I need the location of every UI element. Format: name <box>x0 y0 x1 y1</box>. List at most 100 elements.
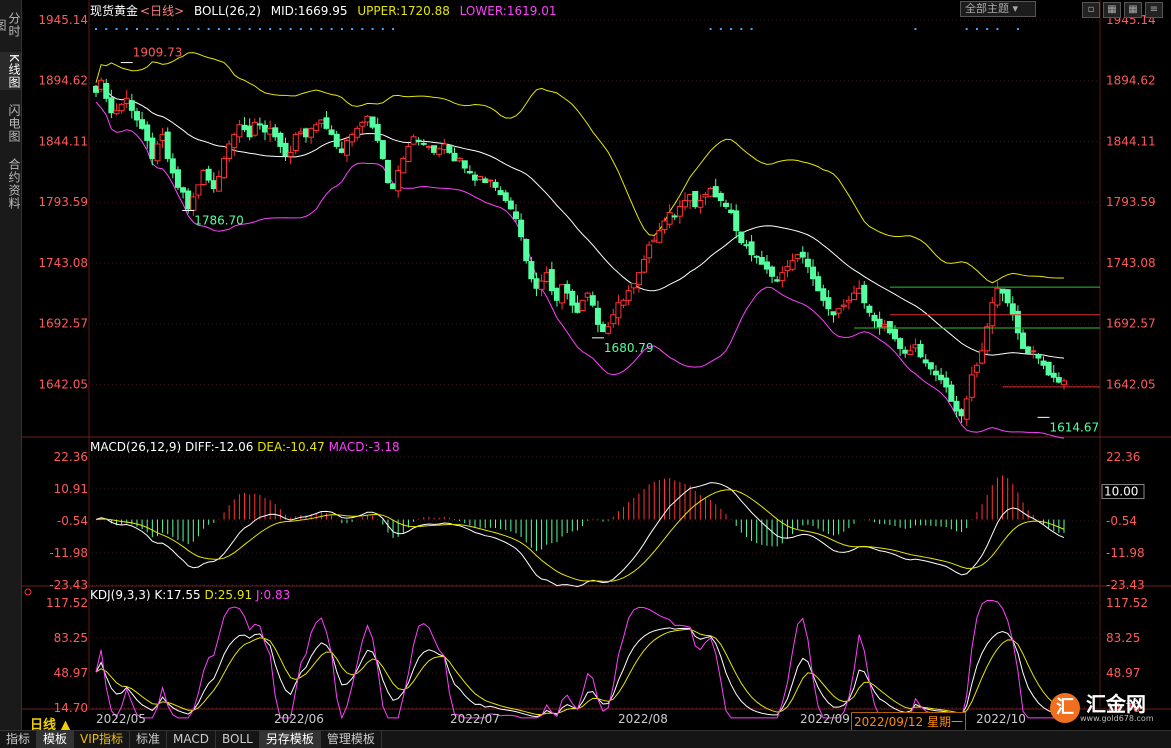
candle-body <box>359 121 366 127</box>
cursor-date-label: 2022/09/12 星期一 <box>851 712 966 731</box>
price-tick-right-6: 1642.05 <box>1106 377 1156 391</box>
candle-body <box>594 307 601 325</box>
candle-body <box>154 143 161 162</box>
candle-body <box>984 326 991 352</box>
candle-body <box>881 323 888 328</box>
candle-body <box>891 329 898 340</box>
signal-dot <box>730 28 733 30</box>
bottom-tab-4[interactable]: MACD <box>167 731 217 748</box>
candle-body <box>912 344 919 349</box>
candle-body <box>687 194 694 202</box>
signal-dot <box>320 28 323 30</box>
kdj-tick-right-0: 117.52 <box>1106 596 1148 610</box>
candle-body <box>656 230 663 243</box>
candle-body <box>753 255 760 258</box>
candle-body <box>902 349 909 354</box>
candle-body <box>927 362 934 370</box>
nav-tab-timeshare[interactable]: 分时图 <box>0 12 21 38</box>
period-selector[interactable]: 日线 ▲ <box>30 718 71 733</box>
candle-body <box>861 284 868 304</box>
nav-tab-flash[interactable]: 闪电图 <box>7 103 21 143</box>
signal-dot <box>361 28 364 30</box>
nav-tab-contract[interactable]: 合约资料 <box>7 158 21 210</box>
candle-body <box>804 258 811 268</box>
signal-dot <box>965 28 968 30</box>
candle-body <box>420 142 427 145</box>
theme-select[interactable]: 全部主题 ▾ <box>960 1 1036 17</box>
candle-body <box>999 288 1006 294</box>
bottom-tab-6[interactable]: 另存模板 <box>259 731 321 748</box>
candle-body <box>738 231 745 244</box>
candle-body <box>318 119 325 124</box>
kdj-tick-right-3: 14.70 <box>1106 701 1140 715</box>
candle-body <box>210 180 217 190</box>
candle-body <box>395 169 402 192</box>
candle-body <box>262 124 269 133</box>
signal-dot <box>740 28 743 30</box>
candle-body <box>538 280 545 290</box>
candle-body <box>497 190 504 196</box>
candle-body <box>384 159 391 183</box>
bottom-tab-5[interactable]: BOLL <box>216 731 260 748</box>
candle-body <box>733 210 740 232</box>
boll-lower: LOWER:1619.01 <box>459 4 557 18</box>
candle-body <box>221 157 228 179</box>
candle-body <box>169 158 176 174</box>
candle-body <box>559 284 566 304</box>
candle-body <box>185 190 192 210</box>
candle-body <box>123 97 130 104</box>
kdj-tick-left-1: 83.25 <box>54 631 88 645</box>
candle-body <box>907 350 914 355</box>
macd-diff-line <box>95 482 1065 588</box>
candle-body <box>215 175 222 192</box>
candle-body <box>932 370 939 376</box>
kdj-name: KDJ(9,3,3) <box>90 588 151 602</box>
candle-body <box>722 202 729 208</box>
candle-body <box>630 282 637 289</box>
candle-body <box>349 133 356 143</box>
restore-button[interactable]: ▫ <box>1082 2 1100 18</box>
candle-body <box>994 287 1001 306</box>
candle-body <box>758 257 765 265</box>
candle-body <box>272 127 279 138</box>
grid-button-2[interactable]: ▦ <box>1124 2 1142 18</box>
candle-body <box>236 124 243 138</box>
grid-button[interactable]: ▦ <box>1103 2 1121 18</box>
candle-body <box>917 343 924 358</box>
candle-body <box>1009 303 1016 316</box>
signal-dot <box>156 28 159 30</box>
bottom-tab-0[interactable]: 指标 <box>0 731 38 748</box>
list-button[interactable]: ≡ <box>1145 2 1163 18</box>
candle-body <box>676 206 683 217</box>
signal-dot <box>709 28 712 30</box>
candle-body <box>425 145 432 148</box>
candle-body <box>958 409 965 417</box>
candle-body <box>1035 353 1042 359</box>
bottom-tab-7[interactable]: 管理模板 <box>321 731 382 748</box>
candle-body <box>523 239 530 262</box>
candle-body <box>589 295 596 306</box>
candle-body <box>856 287 863 294</box>
bottom-tab-1[interactable]: 模板 <box>37 731 75 748</box>
bottom-tab-2[interactable]: VIP指标 <box>74 731 131 748</box>
bottom-tab-3[interactable]: 标准 <box>130 731 168 748</box>
candle-body <box>799 251 806 258</box>
signal-dot <box>187 28 190 30</box>
candle-body <box>410 136 417 145</box>
price-tick-right-4: 1743.08 <box>1106 256 1156 270</box>
nav-tab-kline[interactable]: K线图 <box>0 52 21 90</box>
candle-body <box>1020 332 1027 349</box>
macd-cursor-value: 10.00 <box>1104 485 1138 499</box>
signal-dot <box>115 28 118 30</box>
candle-body <box>779 272 786 282</box>
candle-body <box>620 299 627 306</box>
candle-body <box>553 287 560 301</box>
signal-dot <box>1016 28 1019 30</box>
signal-dot <box>207 28 210 30</box>
candle-body <box>543 272 550 282</box>
candle-body <box>466 170 473 174</box>
macd-tick-left-0: 22.36 <box>54 450 88 464</box>
candle-body <box>507 200 514 210</box>
candle-body <box>784 266 791 271</box>
